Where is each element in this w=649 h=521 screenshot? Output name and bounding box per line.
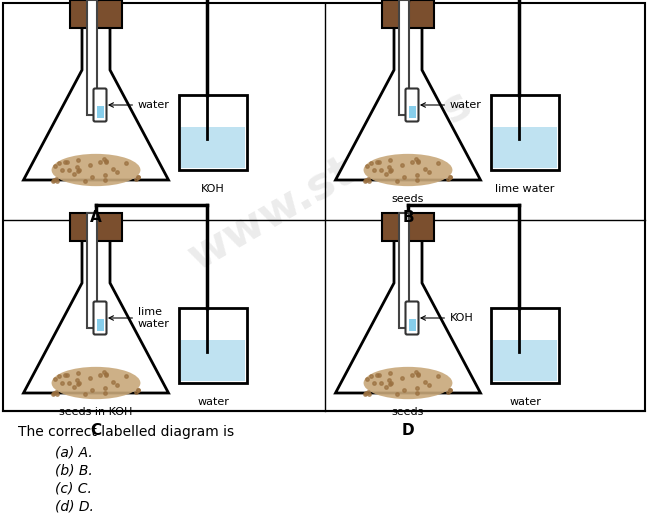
Bar [3, 3, 645, 411]
Bar [382, 213, 434, 241]
Bar [491, 308, 559, 383]
Text: (d) D.: (d) D. [55, 499, 94, 513]
Text: seeds: seeds [392, 407, 424, 417]
Text: C: C [90, 423, 101, 438]
Bar [399, 0, 409, 115]
FancyBboxPatch shape [93, 89, 106, 121]
Ellipse shape [51, 367, 140, 399]
Bar [493, 127, 557, 168]
Bar [97, 106, 103, 118]
Bar [70, 0, 122, 28]
Bar [408, 319, 415, 331]
Bar [70, 213, 122, 241]
Ellipse shape [51, 154, 140, 186]
Text: seeds in KOH: seeds in KOH [59, 407, 132, 417]
Polygon shape [23, 235, 169, 393]
Text: www.studies: www.studies [180, 81, 480, 279]
Ellipse shape [363, 154, 452, 186]
Polygon shape [23, 22, 169, 180]
Polygon shape [336, 22, 480, 180]
Text: (a) A.: (a) A. [55, 445, 93, 459]
Bar [179, 95, 247, 170]
Bar [382, 0, 434, 28]
Text: KOH: KOH [421, 313, 474, 323]
FancyBboxPatch shape [406, 89, 419, 121]
Text: water: water [109, 100, 170, 110]
Bar [181, 127, 245, 168]
FancyBboxPatch shape [406, 302, 419, 334]
Ellipse shape [363, 367, 452, 399]
Text: water: water [421, 100, 482, 110]
Bar [87, 0, 97, 115]
Text: A: A [90, 210, 102, 225]
Bar [408, 106, 415, 118]
Bar [399, 213, 409, 328]
Text: B: B [402, 210, 414, 225]
Text: seeds: seeds [392, 194, 424, 204]
Text: water: water [509, 397, 541, 407]
Bar [87, 213, 97, 328]
Text: (b) B.: (b) B. [55, 463, 93, 477]
Text: (c) C.: (c) C. [55, 481, 92, 495]
Text: D: D [402, 423, 414, 438]
Text: water: water [197, 397, 229, 407]
Bar [179, 308, 247, 383]
Bar [491, 95, 559, 170]
Text: The correct labelled diagram is: The correct labelled diagram is [18, 425, 234, 439]
Text: lime
water: lime water [109, 307, 170, 329]
Polygon shape [336, 235, 480, 393]
Text: KOH: KOH [201, 184, 225, 194]
Bar [181, 340, 245, 381]
FancyBboxPatch shape [93, 302, 106, 334]
Text: lime water: lime water [495, 184, 555, 194]
Bar [97, 319, 103, 331]
Bar [493, 340, 557, 381]
